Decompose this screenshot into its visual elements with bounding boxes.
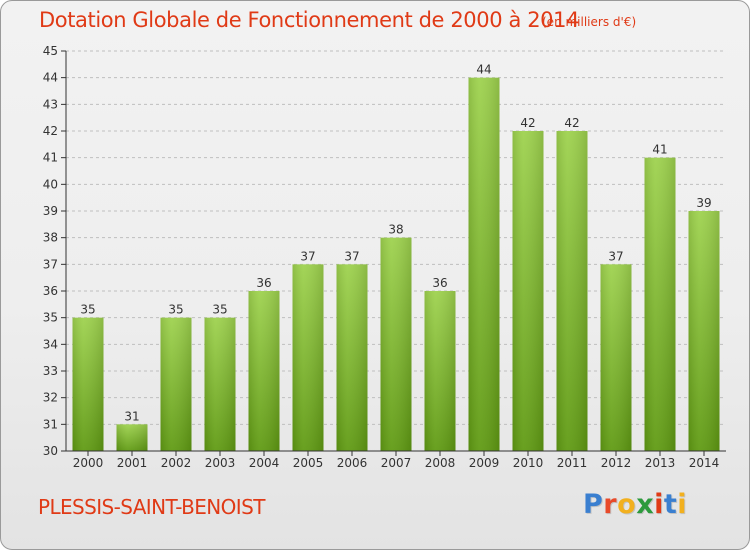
bar-shade bbox=[688, 211, 720, 451]
bar-shade bbox=[248, 291, 280, 451]
y-tick-label: 36 bbox=[43, 284, 58, 298]
x-tick-label: 2005 bbox=[293, 456, 324, 470]
data-label: 36 bbox=[256, 276, 271, 290]
y-tick-label: 45 bbox=[43, 44, 58, 58]
commune-name: PLESSIS-SAINT-BENOIST bbox=[38, 495, 265, 519]
data-label: 35 bbox=[80, 303, 95, 317]
bar-shade bbox=[468, 77, 500, 452]
y-tick-label: 39 bbox=[43, 204, 58, 218]
x-tick-label: 2011 bbox=[557, 456, 588, 470]
y-tick-label: 43 bbox=[43, 97, 58, 111]
logo-letter: t bbox=[663, 489, 678, 520]
data-label: 44 bbox=[476, 63, 491, 77]
x-tick-label: 2006 bbox=[337, 456, 368, 470]
bar-shade bbox=[72, 317, 104, 451]
logo-letter: i bbox=[654, 489, 664, 520]
chart-title: Dotation Globale de Fonctionnement de 20… bbox=[39, 8, 580, 32]
data-label: 35 bbox=[168, 303, 183, 317]
x-tick-label: 2004 bbox=[249, 456, 280, 470]
data-label: 35 bbox=[212, 303, 227, 317]
proxiti-logo: Proxiti bbox=[583, 489, 687, 520]
x-tick-label: 2009 bbox=[469, 456, 500, 470]
x-tick-label: 2013 bbox=[645, 456, 676, 470]
data-label: 39 bbox=[696, 196, 711, 210]
y-tick-label: 37 bbox=[43, 257, 58, 271]
y-tick-label: 32 bbox=[43, 391, 58, 405]
data-label: 38 bbox=[388, 223, 403, 237]
x-tick-label: 2012 bbox=[601, 456, 632, 470]
y-tick-label: 33 bbox=[43, 364, 58, 378]
x-tick-label: 2014 bbox=[689, 456, 720, 470]
data-label: 41 bbox=[652, 143, 667, 157]
data-label: 37 bbox=[344, 249, 359, 263]
logo-letter: r bbox=[603, 489, 618, 520]
data-label: 42 bbox=[520, 116, 535, 130]
y-tick-label: 42 bbox=[43, 124, 58, 138]
data-label: 42 bbox=[564, 116, 579, 130]
x-tick-label: 2003 bbox=[205, 456, 236, 470]
logo-letter: P bbox=[583, 489, 604, 520]
data-label: 37 bbox=[608, 249, 623, 263]
y-tick-label: 35 bbox=[43, 311, 58, 325]
bar-shade bbox=[512, 131, 544, 451]
data-label: 31 bbox=[124, 409, 139, 423]
y-tick-label: 38 bbox=[43, 231, 58, 245]
bar-shade bbox=[644, 157, 676, 451]
bar-shade bbox=[116, 424, 148, 451]
data-label: 36 bbox=[432, 276, 447, 290]
y-tick-label: 34 bbox=[43, 337, 58, 351]
data-label: 37 bbox=[300, 249, 315, 263]
bar-shade bbox=[292, 264, 324, 451]
bar-shade bbox=[160, 317, 192, 451]
x-tick-label: 2000 bbox=[73, 456, 104, 470]
bar-shade bbox=[336, 264, 368, 451]
y-tick-label: 44 bbox=[43, 71, 58, 85]
x-tick-label: 2010 bbox=[513, 456, 544, 470]
y-tick-label: 40 bbox=[43, 177, 58, 191]
x-tick-label: 2008 bbox=[425, 456, 456, 470]
bar-shade bbox=[600, 264, 632, 451]
logo-letter: x bbox=[636, 489, 655, 520]
bar-shade bbox=[380, 237, 412, 451]
y-tick-label: 31 bbox=[43, 417, 58, 431]
logo-letter: o bbox=[617, 489, 637, 520]
chart-subtitle: (en milliers d'€) bbox=[542, 15, 637, 29]
bar-shade bbox=[204, 317, 236, 451]
x-tick-label: 2001 bbox=[117, 456, 148, 470]
bar-shade bbox=[424, 291, 456, 451]
x-tick-label: 2007 bbox=[381, 456, 412, 470]
x-tick-label: 2002 bbox=[161, 456, 192, 470]
bar-shade bbox=[556, 131, 588, 451]
y-tick-label: 41 bbox=[43, 151, 58, 165]
y-tick-label: 30 bbox=[43, 444, 58, 458]
logo-letter: i bbox=[677, 489, 688, 520]
